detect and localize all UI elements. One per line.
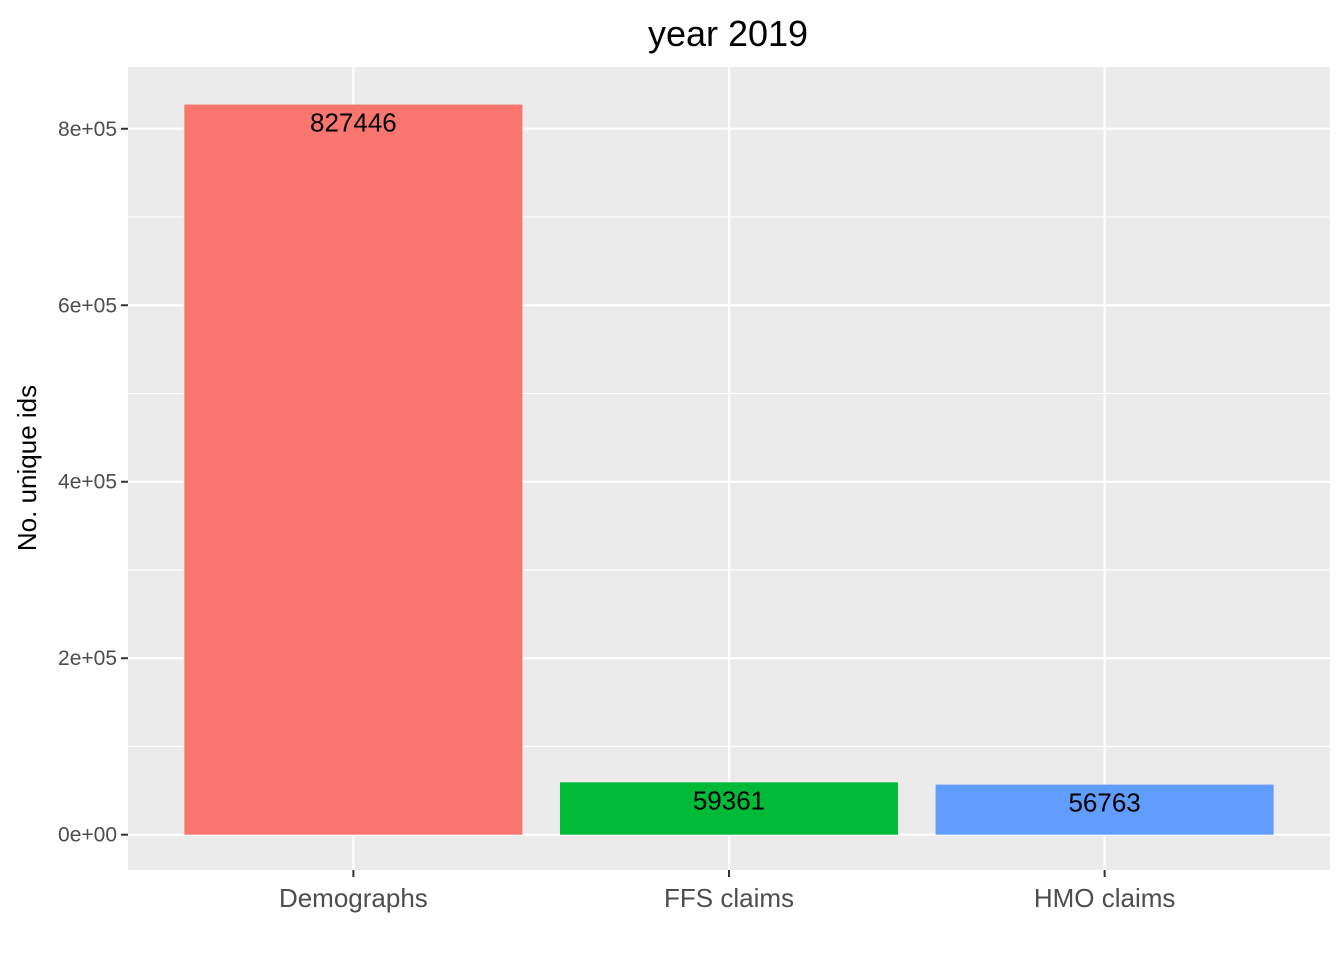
y-tick-label: 2e+05 bbox=[58, 647, 117, 670]
bars bbox=[184, 104, 1274, 835]
y-axis-title: No. unique ids bbox=[12, 385, 42, 551]
bar-hmo-claims bbox=[935, 784, 1274, 835]
data-label: 827446 bbox=[310, 108, 397, 138]
y-tick-label: 4e+05 bbox=[58, 471, 117, 494]
data-labels: 827446 59361 56763 bbox=[310, 108, 1141, 818]
y-tick-label: 6e+05 bbox=[58, 294, 117, 317]
y-tick-label: 0e+00 bbox=[58, 824, 117, 847]
x-axis: Demographs FFS claims HMO claims bbox=[279, 870, 1175, 913]
x-tick-label: HMO claims bbox=[1034, 883, 1176, 913]
y-axis: 0e+00 2e+05 4e+05 6e+05 8e+05 bbox=[58, 118, 128, 847]
y-tick-label: 8e+05 bbox=[58, 118, 117, 141]
x-tick-label: Demographs bbox=[279, 883, 428, 913]
bar-demographs bbox=[184, 104, 523, 835]
data-label: 59361 bbox=[693, 785, 765, 815]
x-tick-label: FFS claims bbox=[664, 883, 794, 913]
data-label: 56763 bbox=[1068, 788, 1140, 818]
chart-title: year 2019 bbox=[648, 13, 808, 54]
bar-ffs-claims bbox=[559, 782, 899, 835]
